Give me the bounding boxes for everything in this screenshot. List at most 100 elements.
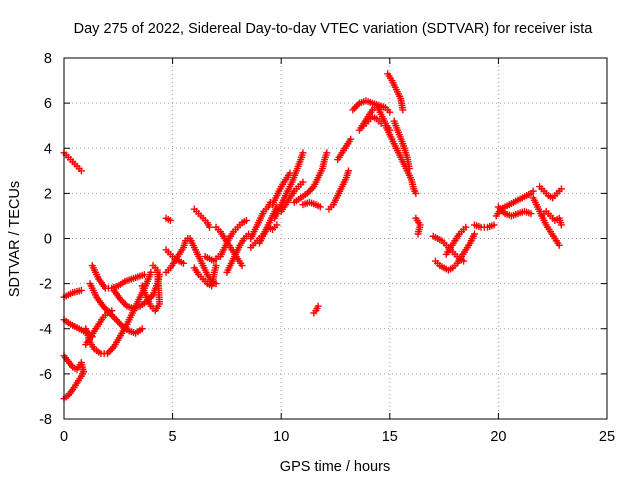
data-point xyxy=(399,106,407,114)
data-point xyxy=(386,108,394,116)
data-point xyxy=(323,149,331,157)
data-point xyxy=(77,167,85,175)
series-arc-27 xyxy=(277,178,307,215)
data-point xyxy=(105,348,113,356)
x-axis-label: GPS time / hours xyxy=(280,459,390,475)
data-point xyxy=(529,187,537,195)
data-point xyxy=(238,262,246,270)
data-point xyxy=(349,106,357,114)
series-arc-17 xyxy=(190,262,220,290)
series-arc-31 xyxy=(325,167,353,213)
data-point xyxy=(490,221,498,229)
data-point xyxy=(112,316,120,324)
series-arc-08 xyxy=(88,262,148,292)
y-tick-label: -8 xyxy=(39,412,52,428)
data-point xyxy=(206,223,214,231)
y-tick-label: 4 xyxy=(44,141,52,157)
series-arc-34 xyxy=(349,97,394,116)
series-arc-35 xyxy=(360,113,385,130)
data-point xyxy=(115,319,123,327)
data-layer xyxy=(60,70,565,403)
series-arc-45 xyxy=(494,203,535,220)
data-point xyxy=(314,302,322,310)
data-point xyxy=(140,271,148,279)
series-arc-36 xyxy=(384,70,407,114)
data-point xyxy=(242,216,250,224)
series-arc-43 xyxy=(471,221,498,231)
series-arc-44 xyxy=(492,187,537,220)
data-point xyxy=(147,268,155,276)
series-arc-20 xyxy=(216,216,250,261)
series-arc-29 xyxy=(299,198,324,211)
series-arc-16 xyxy=(186,235,220,288)
series-arc-01 xyxy=(60,149,85,175)
data-point xyxy=(212,262,220,270)
y-tick-label: 2 xyxy=(44,186,52,202)
data-point xyxy=(557,185,565,193)
data-point xyxy=(138,325,146,333)
chart-title: Day 275 of 2022, Sidereal Day-to-day VTE… xyxy=(74,21,594,37)
data-point xyxy=(345,167,353,175)
series-arc-09 xyxy=(86,280,146,337)
y-tick-label: -4 xyxy=(39,322,52,338)
series-arc-23 xyxy=(247,198,274,242)
data-point xyxy=(307,186,315,194)
series-arc-12 xyxy=(162,214,174,224)
data-point xyxy=(471,230,479,238)
y-tick-label: 8 xyxy=(44,51,52,67)
series-arc-41 xyxy=(429,232,468,265)
data-point xyxy=(117,321,125,329)
data-point xyxy=(179,259,187,267)
data-point xyxy=(412,189,420,197)
data-point xyxy=(460,257,468,265)
series-arc-24 xyxy=(255,221,281,247)
y-tick-label: 0 xyxy=(44,232,52,248)
series-arc-32 xyxy=(334,135,355,164)
data-point xyxy=(462,223,470,231)
data-point xyxy=(352,103,360,111)
data-point xyxy=(377,119,385,127)
data-point xyxy=(114,317,122,325)
data-point xyxy=(299,149,307,157)
series-arc-19 xyxy=(212,223,246,270)
data-point xyxy=(405,165,413,173)
data-point xyxy=(166,216,174,224)
series-arc-40 xyxy=(431,230,479,274)
x-tick-label: 10 xyxy=(273,429,289,445)
data-point xyxy=(273,221,281,229)
series-arc-13 xyxy=(162,235,192,276)
data-point xyxy=(110,314,118,322)
data-point xyxy=(555,241,563,249)
data-point xyxy=(347,135,355,143)
series-arc-37 xyxy=(381,122,420,197)
series-arc-11 xyxy=(138,262,164,315)
data-point xyxy=(103,350,111,358)
grid-layer xyxy=(64,58,607,419)
series-arc-38 xyxy=(390,117,413,173)
series-arc-39 xyxy=(412,214,424,238)
series-arc-07 xyxy=(82,268,155,358)
data-point xyxy=(107,346,115,354)
series-arc-48 xyxy=(538,207,565,229)
data-point xyxy=(527,210,535,218)
data-point xyxy=(109,312,117,320)
y-tick-label: 6 xyxy=(44,96,52,112)
data-point xyxy=(305,188,313,196)
data-point xyxy=(557,221,565,229)
series-arc-28 xyxy=(290,149,331,206)
series-arc-42 xyxy=(442,223,470,258)
y-axis-label: SDTVAR / TECUs xyxy=(7,181,23,297)
data-point xyxy=(414,230,422,238)
ticks-layer: 0 5 10 15 20 25 -8 -6 -4 -2 0 2 4 6 8 xyxy=(39,51,615,445)
data-point xyxy=(316,203,324,211)
y-tick-label: -6 xyxy=(39,367,52,383)
x-tick-label: 5 xyxy=(169,429,177,445)
series-arc-30 xyxy=(310,302,322,317)
series-arc-46 xyxy=(529,194,563,249)
series-arc-26 xyxy=(271,149,307,222)
x-tick-label: 25 xyxy=(599,429,615,445)
series-arc-14 xyxy=(162,246,187,267)
plot-frame xyxy=(63,57,608,420)
